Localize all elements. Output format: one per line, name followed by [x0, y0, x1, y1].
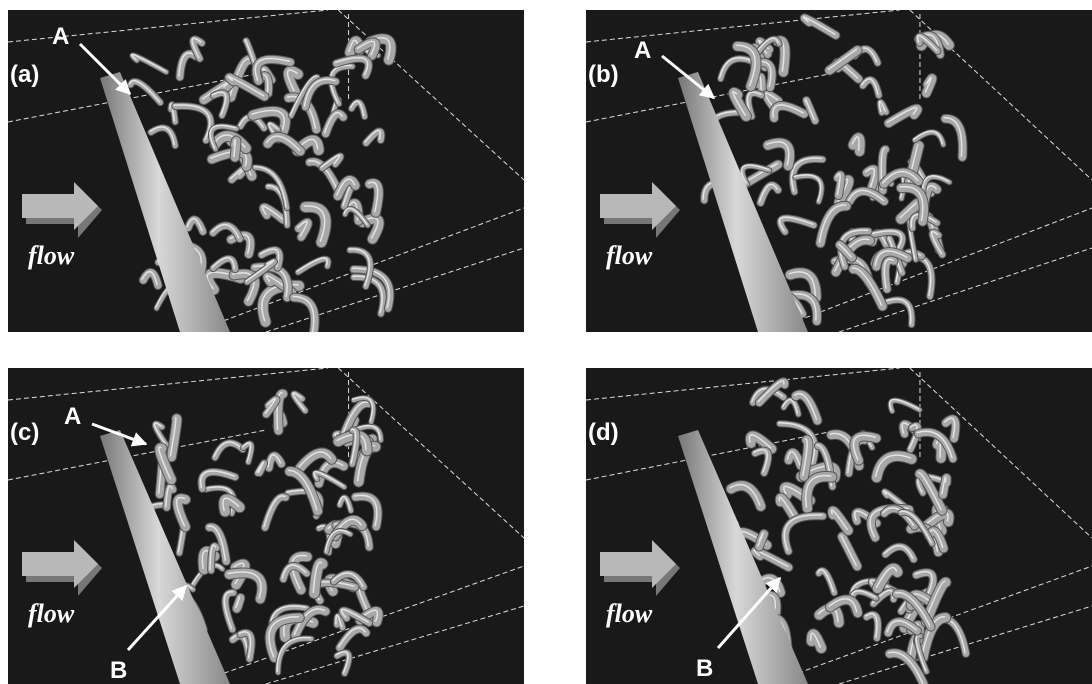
page: (a)flowA(b)flowA(c)flowAB(d)flowB (() =>… [0, 0, 1092, 684]
panel-label: (b) [588, 61, 619, 88]
panel-content: (b) flow A [586, 10, 1092, 332]
panel: (d) flow B [586, 368, 1092, 684]
panel: (a) flow A [8, 10, 524, 337]
panel: (b) flow A [586, 10, 1092, 332]
flow-label: flow [28, 599, 75, 628]
panel-label: (d) [588, 419, 619, 446]
marker-label: A [634, 37, 651, 64]
panel-content: (c) flow A B [8, 368, 524, 684]
panel-label: (c) [10, 419, 39, 446]
marker-label: A [52, 23, 69, 50]
flow-label: flow [28, 241, 75, 270]
marker-label: A [64, 403, 81, 430]
panel: (c) flow A B [8, 368, 524, 684]
flow-label: flow [606, 241, 653, 270]
flow-label: flow [606, 599, 653, 628]
panel-content: (d) flow B [586, 368, 1092, 684]
marker-label: B [110, 657, 127, 684]
marker-label: B [696, 655, 713, 682]
figure: (a) flow A (b) flow A (c) flow A B (d) flow B [0, 0, 1092, 684]
panel-label: (a) [10, 61, 39, 88]
panel-content: (a) flow A [8, 10, 524, 337]
